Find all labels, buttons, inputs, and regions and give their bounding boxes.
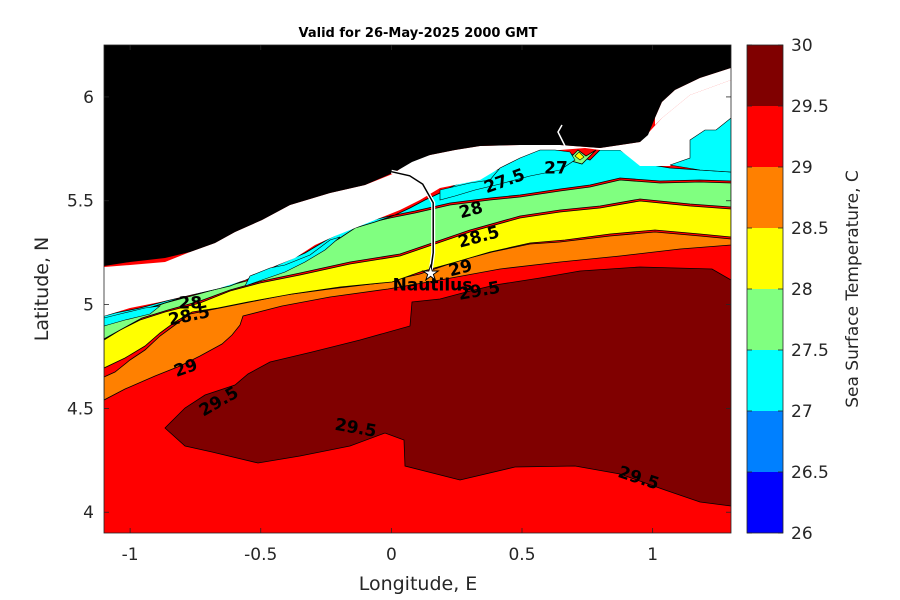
land-edge-white — [655, 68, 731, 125]
colorbar-band — [747, 411, 783, 472]
patch-cyan-3 — [244, 236, 341, 287]
colorbar-tick-label: 28.5 — [791, 219, 829, 239]
colorbar-tick-label: 26 — [791, 524, 813, 544]
x-axis-label: Longitude, E — [359, 573, 478, 595]
x-tick-label: -1 — [122, 545, 139, 565]
y-axis: 4 4.5 5 5.5 6 — [67, 88, 731, 523]
colorbar-band — [747, 167, 783, 228]
y-tick-label: 4.5 — [67, 399, 94, 419]
colorbar-tick-label: 30 — [791, 36, 813, 56]
map-title: Valid for 26-May-2025 2000 GMT — [299, 26, 538, 41]
band-29-5 — [164, 266, 731, 507]
ship-label: Nautilus — [393, 275, 473, 295]
y-axis-label: Latitude, N — [31, 237, 53, 342]
band-28-5 — [104, 200, 731, 369]
colorbar-tick-label: 26.5 — [791, 463, 829, 483]
patch-cyan-4 — [104, 305, 162, 327]
ship-star-marker — [421, 263, 440, 282]
patch-cyan-1 — [669, 117, 731, 173]
band-27-tip-yellow — [574, 151, 585, 161]
colorbar-tick-label: 27 — [791, 402, 813, 422]
colorbar-tick-label: 28 — [791, 280, 813, 300]
colorbar-band — [747, 472, 783, 533]
colorbar: 26 26.5 27 27.5 28 28.5 29 29.5 30 — [746, 36, 829, 544]
x-axis: -1 -0.5 0 0.5 1 — [122, 45, 658, 565]
land — [104, 45, 731, 266]
x-tick-label: 0 — [386, 545, 397, 565]
colorbar-tick-label: 29 — [791, 158, 813, 178]
colorbar-band — [747, 106, 783, 167]
contour-label: 28 — [178, 294, 202, 314]
y-tick-label: 6 — [83, 88, 94, 108]
plot-frame — [103, 44, 732, 534]
x-tick-label: -0.5 — [244, 545, 277, 565]
patch-cyan-2 — [439, 149, 576, 201]
land-white-masked — [104, 80, 731, 316]
colorbar-band — [747, 289, 783, 350]
ship-track-line — [391, 170, 434, 272]
y-tick-label: 4 — [83, 503, 94, 523]
colorbar-tick-label: 29.5 — [791, 97, 829, 117]
colorbar-tick-label: 27.5 — [791, 341, 829, 361]
colorbar-band — [747, 350, 783, 411]
contour-label: 27 — [544, 159, 568, 179]
y-tick-label: 5 — [83, 296, 94, 316]
colorbar-band — [747, 45, 783, 106]
x-tick-label: 0.5 — [508, 545, 535, 565]
y-tick-label: 5.5 — [67, 192, 94, 212]
x-tick-label: 1 — [647, 545, 658, 565]
colorbar-band — [747, 228, 783, 289]
colorbar-label: Sea Surface Temperature, C — [843, 170, 863, 408]
coast-hook — [557, 124, 566, 147]
